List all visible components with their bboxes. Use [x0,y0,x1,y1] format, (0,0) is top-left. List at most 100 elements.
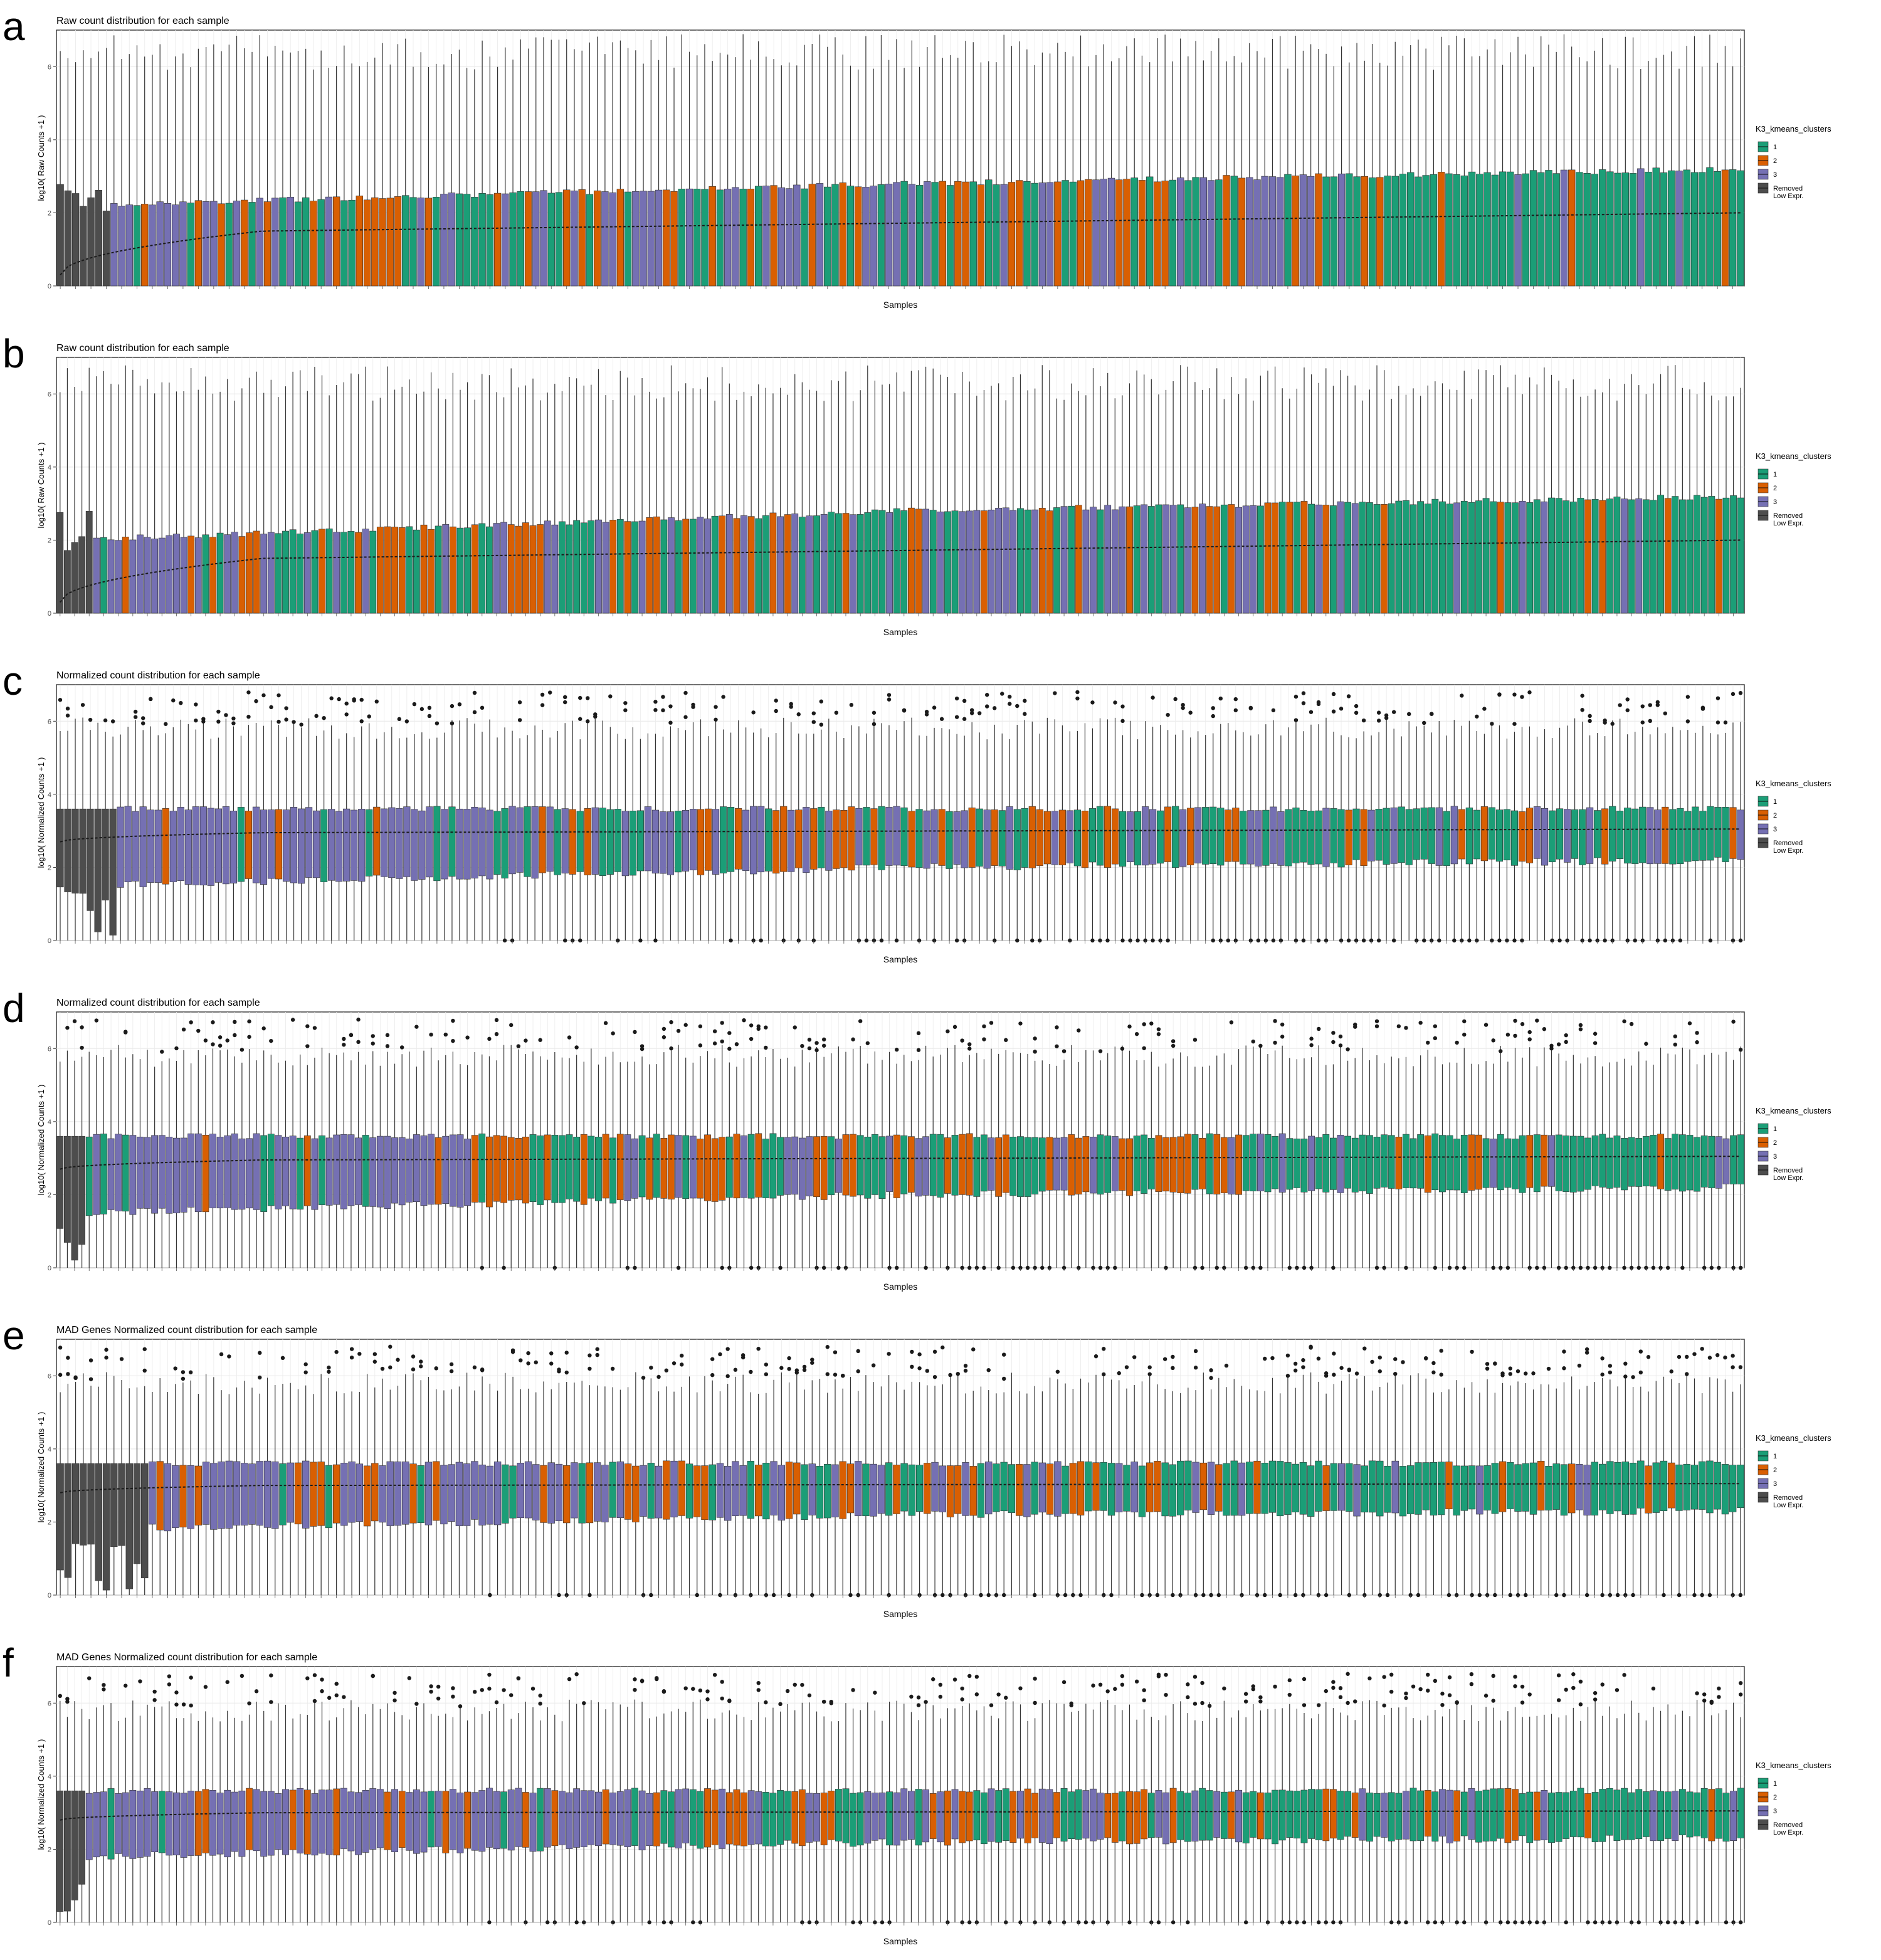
outlier-point [764,1045,768,1050]
box [442,1135,450,1204]
box [486,1465,494,1525]
box [1235,507,1242,614]
box [929,1134,937,1196]
box [678,1460,685,1516]
outlier-point [661,708,665,713]
box [310,201,317,287]
box [638,520,646,614]
outlier-point [710,1373,715,1378]
box [102,211,110,287]
outlier-point [633,1030,637,1035]
box [133,205,141,287]
box [609,1462,616,1518]
box [435,1137,442,1205]
box [678,189,685,287]
box [141,204,149,287]
outlier-point [1256,938,1261,943]
box [1068,1134,1075,1196]
box [1541,1134,1548,1187]
box [1038,508,1046,614]
box [1737,809,1744,860]
outlier-point [668,720,673,725]
box [893,1134,900,1198]
box [1598,169,1606,287]
outlier-point [449,1362,454,1367]
box [739,1465,747,1516]
box [747,1460,755,1519]
box [406,1138,413,1203]
box [1395,1137,1403,1189]
outlier-point [371,1041,375,1046]
box [1261,176,1268,287]
box [755,1133,762,1198]
outlier-point [887,697,892,702]
box [463,194,471,287]
box [1563,809,1571,863]
outlier-point [1556,1042,1561,1046]
box [1272,502,1278,614]
box [173,1137,180,1213]
chart-title: Raw count distribution for each sample [56,343,229,354]
box [194,1465,203,1525]
outlier-point [299,722,303,727]
box [1435,807,1443,866]
outlier-point [1361,938,1366,943]
box [455,1462,463,1526]
box [1453,174,1460,287]
outlier-point [946,1029,950,1034]
box [1729,807,1737,859]
box [1017,508,1024,614]
outlier-point [1673,1034,1677,1039]
outlier-point [821,1037,826,1042]
box [1257,505,1264,614]
box [102,808,109,901]
box [151,1135,159,1214]
box [1126,811,1134,863]
box [125,1463,133,1589]
box [1660,172,1668,287]
outlier-point [1181,703,1185,707]
box [115,1134,122,1211]
outlier-point [284,717,288,722]
box [780,806,788,872]
box [56,808,64,888]
box [850,514,856,614]
box [100,537,107,614]
box [806,1136,813,1196]
box [194,200,203,287]
y-axis-label: log10( Raw Counts +1 ) [36,443,46,529]
box [448,192,455,287]
box [951,1135,959,1196]
box [1510,810,1519,866]
box [478,1464,486,1525]
box [199,806,207,885]
box [302,1460,310,1529]
box [166,1137,173,1214]
outlier-point [419,707,424,712]
box [1504,1138,1512,1188]
outlier-point [939,717,944,721]
box [56,184,64,287]
box [1213,506,1221,614]
box [846,186,855,287]
box [547,192,555,287]
box [267,1134,275,1206]
box [516,807,524,873]
box [1053,1137,1060,1191]
outlier-point [1008,702,1012,706]
box [772,810,780,874]
outlier-point [587,1366,592,1371]
outlier-point [1188,710,1193,715]
box [209,1134,216,1208]
outlier-point [691,705,695,709]
outlier-point [1214,1265,1219,1270]
outlier-point [742,1018,746,1023]
box [440,1465,448,1525]
outlier-point [1391,938,1396,943]
box [282,809,290,882]
box [1194,807,1202,863]
outlier-point [1098,1049,1103,1053]
box [403,806,411,877]
outlier-point [894,1265,899,1270]
box [1403,500,1409,614]
